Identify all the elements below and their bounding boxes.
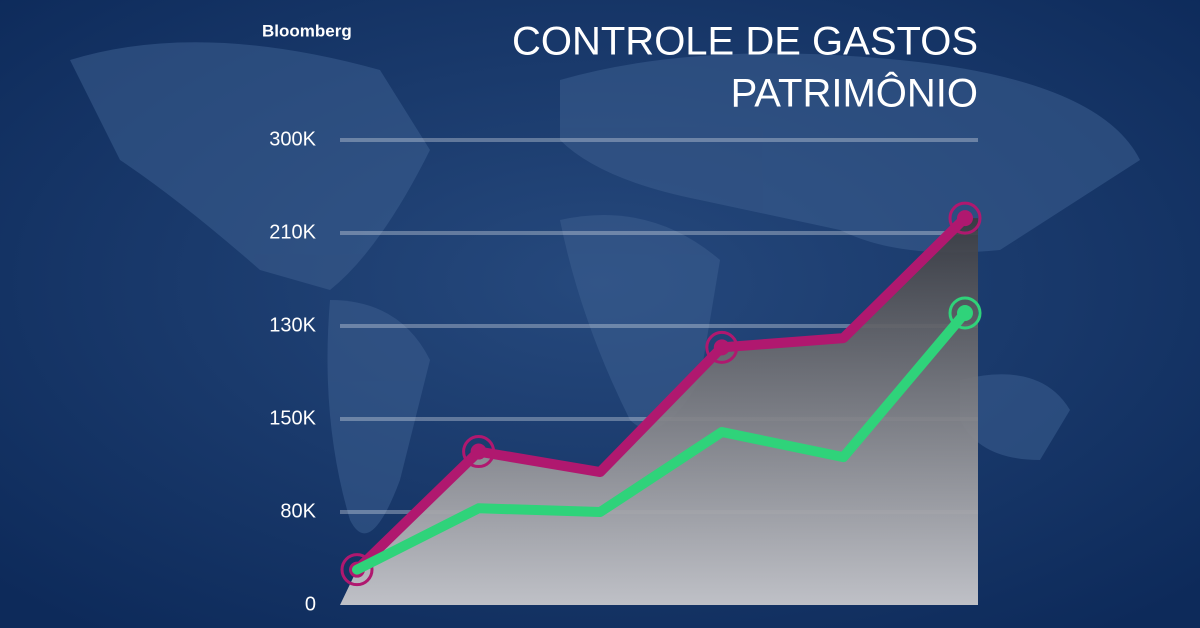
y-tick-label: 0 <box>305 593 316 615</box>
marker <box>470 443 487 460</box>
line <box>352 307 970 575</box>
line <box>352 213 970 575</box>
world-map <box>70 42 1140 534</box>
y-tick-label: 130K <box>269 314 316 336</box>
marker <box>957 210 973 227</box>
marker-ring <box>462 435 496 469</box>
marker-ring <box>948 201 982 235</box>
marker-ring <box>340 553 374 587</box>
y-tick-label: 80K <box>280 500 316 522</box>
y-tick-label: 150K <box>269 407 316 429</box>
y-tick-label: 300K <box>269 128 316 150</box>
marker <box>957 304 973 321</box>
marker-ring <box>705 330 739 364</box>
marker <box>713 339 730 356</box>
chart-title: CONTROLE DE GASTOS <box>512 20 978 64</box>
y-tick-label: 210K <box>269 221 316 243</box>
marker-ring <box>948 296 982 330</box>
brand: Bloomberg <box>262 21 352 40</box>
chart-title: PATRIMÔNIO <box>731 71 978 116</box>
